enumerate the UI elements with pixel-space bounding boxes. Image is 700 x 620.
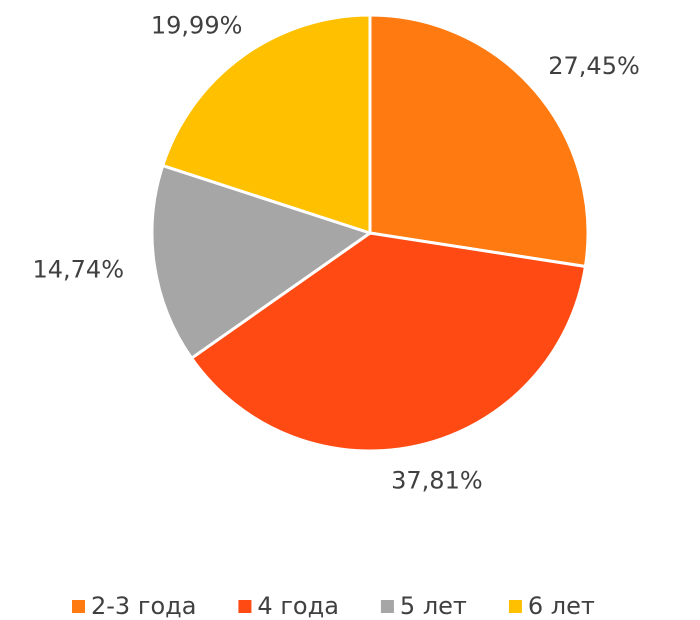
data-label: 14,74% — [32, 256, 124, 284]
legend-swatch — [380, 600, 394, 613]
legend-label: 2-3 года — [91, 592, 196, 620]
legend-label: 6 лет — [528, 592, 595, 620]
pie-slice — [160, 13, 372, 236]
pie-slice — [189, 231, 588, 453]
pie-slice — [368, 13, 590, 269]
data-label: 19,99% — [151, 12, 243, 40]
legend-label: 4 года — [257, 592, 339, 620]
legend-swatch — [72, 600, 85, 613]
data-label: 37,81% — [391, 466, 483, 494]
legend-swatch — [238, 600, 252, 613]
legend-swatch — [508, 600, 522, 613]
pie-slice — [150, 163, 374, 361]
data-label: 27,45% — [548, 52, 640, 80]
legend-label: 5 лет — [400, 592, 467, 620]
